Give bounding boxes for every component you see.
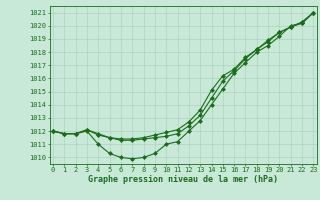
X-axis label: Graphe pression niveau de la mer (hPa): Graphe pression niveau de la mer (hPa) xyxy=(88,175,278,184)
